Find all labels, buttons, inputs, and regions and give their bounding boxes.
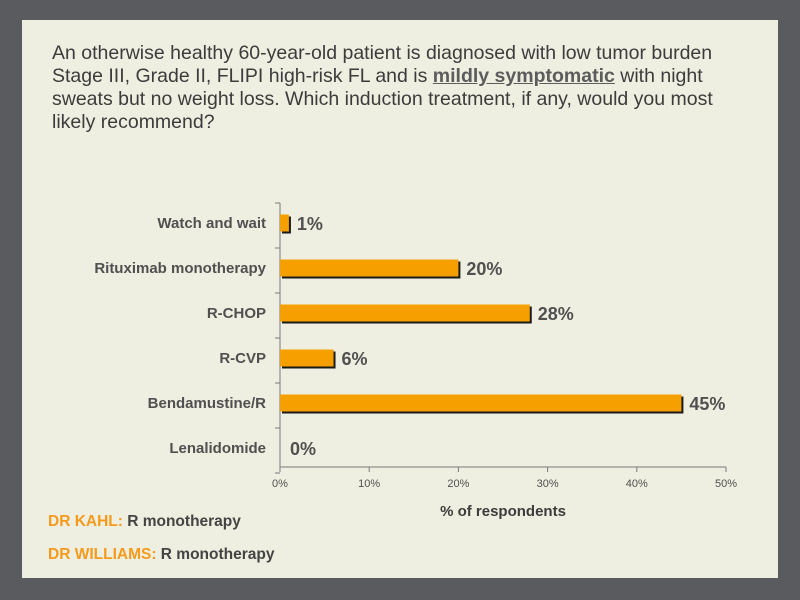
faculty-name: DR KAHL: — [48, 513, 123, 530]
x-tick-label: 10% — [358, 478, 380, 490]
question-emphasis: mildly symptomatic — [432, 65, 615, 87]
value-label: 28% — [538, 304, 574, 324]
faculty-name: DR WILLIAMS: — [48, 546, 157, 563]
bar — [280, 214, 289, 232]
value-label: 0% — [290, 439, 316, 459]
faculty-williams: DR WILLIAMS: R monotherapy — [48, 546, 274, 564]
faculty-answer: R monotherapy — [160, 546, 275, 563]
bar — [280, 349, 334, 367]
value-label: 1% — [297, 214, 323, 234]
category-label: Rituximab monotherapy — [94, 260, 266, 277]
bar-chart: 0% 10% 20% 30% 40% 50% Watch and wait 1% Rituxim… — [94, 202, 737, 520]
category-label: Watch and wait — [157, 215, 266, 232]
category-label: Bendamustine/R — [148, 395, 267, 412]
bar — [280, 259, 459, 277]
value-label: 20% — [466, 259, 502, 279]
category-label: R-CVP — [219, 350, 266, 367]
x-tick-label: 40% — [626, 478, 648, 490]
bar — [280, 394, 682, 412]
x-tick-label: 30% — [537, 478, 559, 490]
x-tick-label: 0% — [272, 478, 288, 490]
bar — [280, 304, 530, 322]
x-tick-label: 50% — [715, 478, 737, 490]
category-label: Lenalidomide — [169, 440, 266, 457]
question-part2: with night sweats but no weight loss. Wh… — [52, 65, 713, 133]
slide: An otherwise healthy 60-year-old patient… — [22, 20, 778, 578]
x-axis-title: % of respondents — [440, 503, 566, 520]
faculty-answer: R monotherapy — [127, 513, 241, 530]
category-label: R-CHOP — [207, 305, 266, 322]
value-label: 6% — [342, 349, 368, 369]
value-label: 45% — [689, 394, 725, 414]
question-part1: An otherwise healthy 60-year-old patient… — [52, 42, 713, 87]
x-tick-label: 20% — [447, 478, 469, 490]
question-text: An otherwise healthy 60-year-old patient… — [52, 42, 752, 134]
faculty-kahl: DR KAHL: R monotherapy — [48, 513, 241, 531]
